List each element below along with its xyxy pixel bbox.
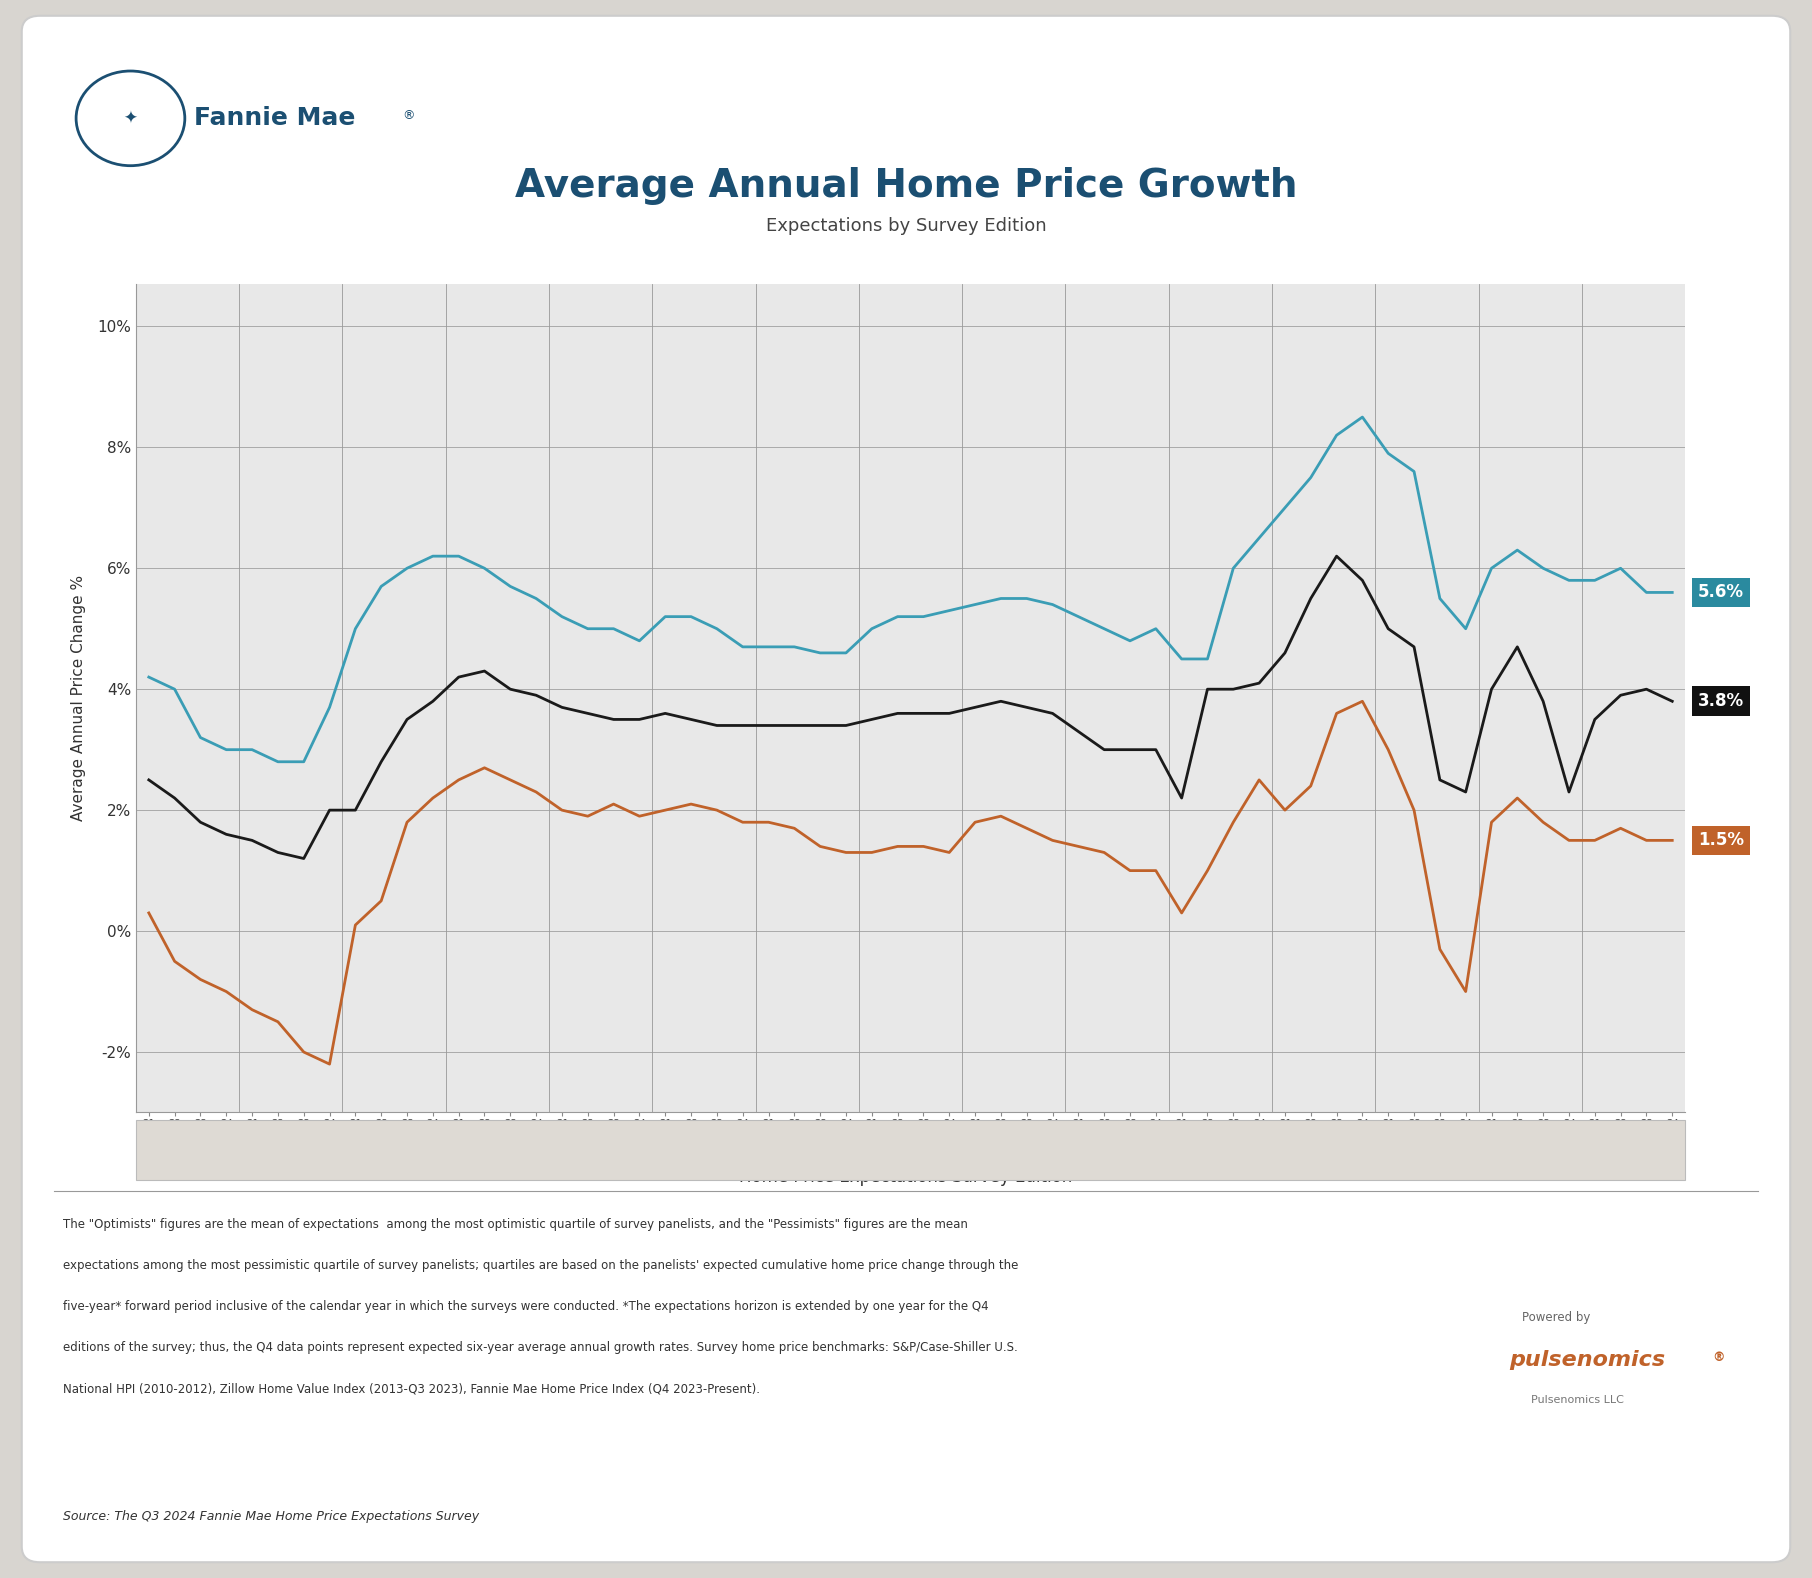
Text: 2024: 2024 (1616, 1154, 1651, 1168)
Text: ✦: ✦ (123, 109, 138, 128)
Text: Optimists (Mean): Optimists (Mean) (834, 1142, 971, 1158)
Text: Fannie Mae: Fannie Mae (185, 120, 330, 140)
Text: Pessimists (Mean): Pessimists (Mean) (1259, 1142, 1404, 1158)
Text: 2010: 2010 (170, 1154, 205, 1168)
Text: pulsenomics: pulsenomics (1509, 1351, 1665, 1370)
Y-axis label: Average Annual Price Change %: Average Annual Price Change % (71, 576, 85, 821)
Text: editions of the survey; thus, the Q4 data points represent expected six-year ave: editions of the survey; thus, the Q4 dat… (63, 1341, 1018, 1354)
Text: Powered by: Powered by (1522, 1311, 1591, 1324)
Text: 5.6%: 5.6% (1698, 584, 1745, 601)
Text: Fannie Mae: Fannie Mae (194, 106, 355, 131)
Text: 2020: 2020 (1203, 1154, 1238, 1168)
Text: Average Annual Home Price Growth: Average Annual Home Price Growth (515, 167, 1297, 205)
Text: ®: ® (402, 109, 415, 122)
Text: ———: ——— (761, 1141, 815, 1160)
Text: The "Optimists" figures are the mean of expectations  among the most optimistic : The "Optimists" figures are the mean of … (63, 1218, 968, 1231)
Text: 2019: 2019 (1100, 1154, 1134, 1168)
Text: Home Price Expectations Survey Edition: Home Price Expectations Survey Edition (739, 1168, 1073, 1185)
Text: 1.5%: 1.5% (1698, 832, 1745, 849)
Text: Expectations by Survey Edition: Expectations by Survey Edition (766, 216, 1046, 235)
Text: ®: ® (1712, 1351, 1725, 1363)
Text: 2016: 2016 (790, 1154, 824, 1168)
Text: Pulsenomics LLC: Pulsenomics LLC (1531, 1395, 1624, 1404)
Text: All Panelists (Mean): All Panelists (Mean) (381, 1142, 538, 1158)
Text: 🏠: 🏠 (103, 120, 114, 140)
Text: 2013: 2013 (480, 1154, 515, 1168)
Text: 2017: 2017 (893, 1154, 928, 1168)
Text: 2015: 2015 (687, 1154, 721, 1168)
Text: Source: The Q3 2024 Fannie Mae Home Price Expectations Survey: Source: The Q3 2024 Fannie Mae Home Pric… (63, 1510, 480, 1523)
Text: five-year* forward period inclusive of the calendar year in which the surveys we: five-year* forward period inclusive of t… (63, 1300, 989, 1313)
Text: 2011: 2011 (274, 1154, 308, 1168)
Text: National HPI (2010-2012), Zillow Home Value Index (2013-Q3 2023), Fannie Mae Hom: National HPI (2010-2012), Zillow Home Va… (63, 1382, 761, 1395)
Text: 2023: 2023 (1513, 1154, 1547, 1168)
Text: 2022: 2022 (1410, 1154, 1444, 1168)
Text: 2018: 2018 (997, 1154, 1031, 1168)
Text: ———: ——— (308, 1141, 362, 1160)
Text: 2021: 2021 (1306, 1154, 1341, 1168)
Text: 2014: 2014 (583, 1154, 618, 1168)
Text: 2012: 2012 (377, 1154, 411, 1168)
Text: expectations among the most pessimistic quartile of survey panelists; quartiles : expectations among the most pessimistic … (63, 1259, 1018, 1272)
Text: 3.8%: 3.8% (1698, 693, 1745, 710)
Text: ———: ——— (1187, 1141, 1241, 1160)
